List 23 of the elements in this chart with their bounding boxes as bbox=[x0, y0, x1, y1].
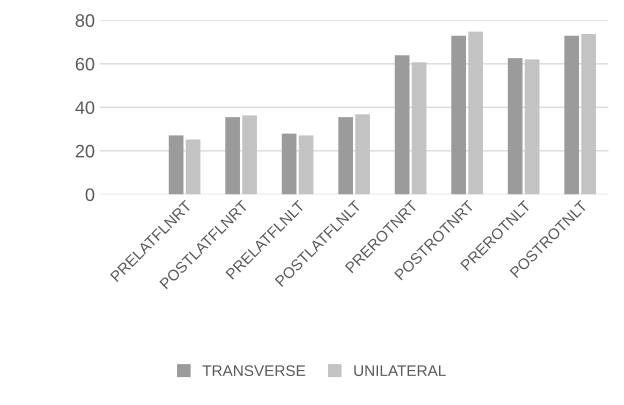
bar bbox=[242, 115, 257, 194]
y-tick-label: 80 bbox=[76, 14, 94, 27]
bar bbox=[355, 114, 370, 194]
bar bbox=[186, 140, 200, 194]
bar bbox=[524, 59, 540, 194]
bar bbox=[394, 55, 410, 194]
bar bbox=[298, 135, 314, 194]
bar bbox=[412, 62, 426, 194]
bar bbox=[225, 117, 240, 194]
bar bbox=[564, 36, 580, 194]
bar bbox=[581, 34, 596, 194]
legend-label: TRANSVERSE bbox=[202, 365, 306, 376]
legend-label: UNILATERAL bbox=[354, 365, 446, 376]
y-tick-label: 20 bbox=[76, 144, 94, 158]
bar bbox=[168, 135, 184, 194]
bar bbox=[508, 58, 523, 194]
bar bbox=[451, 36, 466, 194]
y-tick-label: 0 bbox=[86, 188, 94, 202]
y-tick-label: 60 bbox=[76, 58, 94, 71]
bar bbox=[338, 117, 353, 194]
bar bbox=[282, 134, 296, 194]
y-tick-label: 40 bbox=[75, 101, 94, 114]
bar bbox=[468, 32, 483, 194]
